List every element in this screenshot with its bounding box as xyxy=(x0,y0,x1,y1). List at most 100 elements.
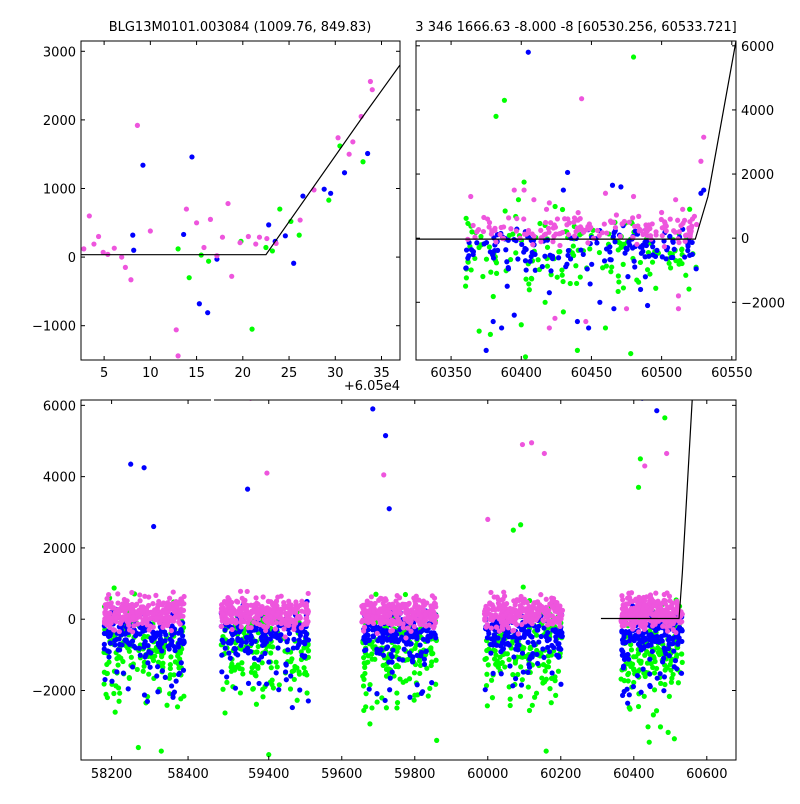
right-panel-title: 3 346 1666.63 -8.000 -8 [60530.256, 6053… xyxy=(415,20,736,35)
data-point-green xyxy=(628,647,635,653)
data-point-blue xyxy=(548,268,554,274)
data-point-magenta xyxy=(382,618,388,624)
data-point-blue xyxy=(463,265,469,271)
data-point-green xyxy=(609,264,615,270)
data-point-magenta xyxy=(374,630,380,636)
x-tick-label: 60500 xyxy=(641,366,682,381)
data-point-magenta xyxy=(619,593,625,599)
data-point-magenta xyxy=(521,596,527,602)
data-point-blue xyxy=(651,634,657,640)
data-point-magenta xyxy=(144,619,150,625)
data-point-green xyxy=(518,522,524,528)
data-point-blue xyxy=(417,642,423,648)
data-point-green xyxy=(126,675,132,681)
data-point-magenta xyxy=(630,193,637,200)
data-point-green xyxy=(629,661,636,667)
data-point-green xyxy=(620,261,626,267)
data-point-magenta xyxy=(429,593,435,599)
data-point-blue xyxy=(414,682,420,688)
plot-area xyxy=(416,41,736,360)
data-point-green xyxy=(296,232,302,238)
data-point-magenta xyxy=(122,264,128,270)
data-point-green xyxy=(373,591,379,597)
data-point-blue xyxy=(378,647,384,653)
data-point-magenta xyxy=(368,594,375,600)
data-point-blue xyxy=(490,670,496,676)
data-point-magenta xyxy=(297,217,303,223)
data-point-green xyxy=(134,666,140,673)
data-point-green xyxy=(513,250,519,256)
data-point-magenta xyxy=(134,601,140,607)
data-point-blue xyxy=(262,650,268,656)
data-point-magenta xyxy=(667,598,673,604)
data-point-magenta xyxy=(91,241,97,247)
data-point-magenta xyxy=(253,595,259,601)
data-point-blue xyxy=(153,633,159,640)
data-point-blue xyxy=(490,318,496,325)
data-point-magenta xyxy=(619,623,625,629)
data-point-magenta xyxy=(245,609,251,616)
axes-frame xyxy=(80,399,737,761)
data-point-magenta xyxy=(543,596,549,602)
data-point-magenta xyxy=(361,603,368,609)
data-point-green xyxy=(553,692,559,699)
data-point-green xyxy=(428,662,434,669)
data-point-green xyxy=(687,206,693,212)
data-point-magenta xyxy=(365,619,371,626)
data-point-blue xyxy=(665,645,672,652)
data-point-blue xyxy=(667,233,673,239)
data-point-blue xyxy=(224,674,230,680)
data-point-magenta xyxy=(394,613,400,619)
data-point-blue xyxy=(166,646,172,652)
data-point-blue xyxy=(607,256,613,263)
data-point-blue xyxy=(618,184,624,190)
data-point-magenta xyxy=(673,629,679,636)
y-tick-label: 1000 xyxy=(43,182,76,197)
data-point-blue xyxy=(151,523,157,530)
data-point-magenta xyxy=(503,621,510,627)
data-point-magenta xyxy=(652,621,658,627)
data-point-magenta xyxy=(496,605,503,612)
data-point-blue xyxy=(612,239,618,245)
data-point-blue xyxy=(567,256,574,262)
data-point-magenta xyxy=(395,618,401,624)
data-point-blue xyxy=(488,650,494,656)
data-point-blue xyxy=(421,656,427,662)
data-point-blue xyxy=(227,655,233,661)
data-point-green xyxy=(493,113,499,119)
data-point-blue xyxy=(396,637,403,643)
data-point-magenta xyxy=(176,609,183,616)
data-point-green xyxy=(577,274,583,280)
x-tick-label: 59800 xyxy=(394,767,435,782)
data-point-green xyxy=(559,267,565,273)
data-point-magenta xyxy=(81,246,87,252)
data-point-magenta xyxy=(554,605,560,612)
data-point-green xyxy=(237,690,243,696)
data-point-magenta xyxy=(361,628,367,634)
data-point-blue xyxy=(574,318,581,325)
data-point-magenta xyxy=(564,222,570,228)
data-point-blue xyxy=(157,639,163,645)
data-point-magenta xyxy=(295,614,301,620)
data-point-blue xyxy=(243,634,250,641)
data-point-green xyxy=(616,279,622,285)
data-point-blue xyxy=(534,627,540,633)
data-point-magenta xyxy=(387,610,393,616)
data-point-green xyxy=(370,644,376,650)
data-point-green xyxy=(521,645,527,651)
data-point-magenta xyxy=(659,233,665,239)
data-point-blue xyxy=(678,670,685,676)
data-point-green xyxy=(427,685,433,692)
data-point-blue xyxy=(587,281,593,287)
data-point-magenta xyxy=(408,628,414,634)
data-point-green xyxy=(637,456,643,462)
data-point-blue xyxy=(594,240,600,246)
data-point-blue xyxy=(526,661,532,668)
data-point-green xyxy=(521,179,527,185)
data-point-blue xyxy=(661,688,667,694)
data-point-blue xyxy=(145,642,151,649)
data-point-green xyxy=(666,260,672,266)
data-point-magenta xyxy=(134,122,141,128)
data-point-blue xyxy=(370,633,376,639)
data-point-green xyxy=(175,246,181,252)
